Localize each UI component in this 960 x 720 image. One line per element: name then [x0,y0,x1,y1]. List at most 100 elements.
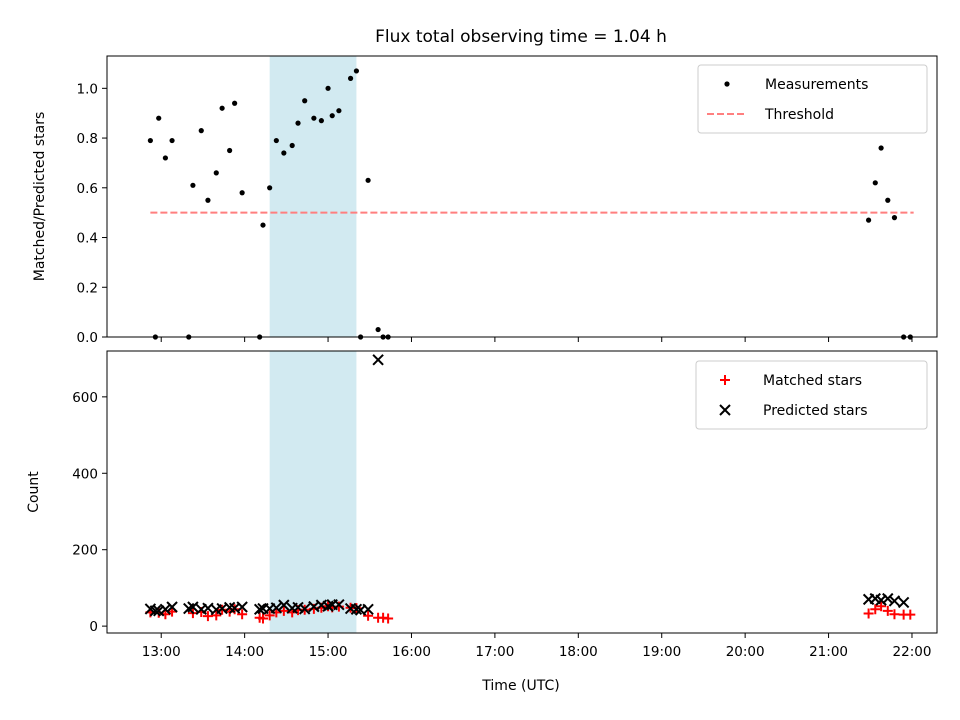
x-tick-label: 20:00 [726,644,765,660]
ratio-panel-frame [106,55,938,338]
measurements-point [162,155,168,161]
ratio-panel: 0.0 0.2 0.4 0.6 0.8 1.0 Matched/Predicted sta… [32,55,938,346]
matched-stars-point [333,601,344,612]
measurements-point [260,222,266,228]
matched-stars-point [889,609,900,620]
matched-stars-point [202,611,213,622]
measurements-point [891,215,898,221]
predicted-stars-point [875,594,887,606]
predicted-stars-point [149,605,162,617]
ratio-panel-legend: Measurements Threshold [697,64,928,134]
x-axis-label: Time (UTC) [481,678,559,694]
x-tick-label: 16:00 [392,644,431,660]
predicted-stars-point [362,603,374,616]
measurements-point [302,98,308,104]
measurements-point [219,105,225,111]
matched-stars-point [882,605,893,616]
measurements-point [267,185,273,191]
matched-stars-point [257,613,268,624]
legend-threshold-label: Threshold [764,107,834,123]
measurements-point [375,326,381,333]
measurements-point [353,68,360,74]
measurements-point [239,190,245,196]
predicted-stars-point [153,605,165,617]
legend-measurements-label: Measurements [765,77,868,93]
measurements-point [325,85,331,91]
measurements-point [156,115,162,121]
count-y-tick-label: 0 [89,619,98,635]
predicted-stars-point [298,603,311,615]
measurements-point [213,170,219,176]
legend-measurements-swatch [724,81,730,87]
measurements-point [169,137,175,144]
measurements-point [295,120,301,126]
matched-stars-point [870,604,881,615]
count-y-tick-label: 600 [72,390,98,406]
x-tick-label: 17:00 [475,644,514,660]
matched-stars-point [905,609,916,620]
ratio-panel-ticks: 0.0 0.2 0.4 0.6 0.8 1.0 [77,81,913,346]
measurements-point [872,180,878,186]
predicted-stars-point [253,603,266,616]
measurements-point [336,108,342,114]
matched-stars-point [211,610,222,621]
ratio-y-tick-label: 0.6 [77,181,98,197]
legend-matched-stars-swatch [720,375,730,385]
predicted-stars-point [270,602,283,614]
x-tick-label: 13:00 [142,644,181,660]
measurements-point [205,197,211,203]
ratio-y-tick-label: 0.8 [77,131,98,147]
measurements-point [273,137,279,144]
measurements-point [878,145,884,151]
measurements-point [227,147,233,154]
measurements-point [232,100,238,106]
measurements-point [318,118,324,124]
matched-stars-point [876,601,887,612]
predicted-stars-point [278,599,290,611]
measurements-point [865,217,872,223]
x-tick-label: 15:00 [309,644,348,660]
count-panel: 0 200 400 600 13:00 14:00 15:00 16:00 17:00 18:00… [26,350,938,660]
count-panel-marks [144,354,916,624]
count-panel-legend: Matched stars Predicted stars [695,360,928,430]
matched-stars-point [863,608,874,619]
count-legend-box [695,360,928,430]
x-tick-label: 18:00 [559,644,598,660]
ratio-panel-highlight-span [269,56,357,337]
x-tick-label: 14:00 [225,644,264,660]
matched-stars-point [363,610,374,621]
measurements-point [885,197,891,203]
predicted-stars-point [888,595,901,607]
predicted-stars-point [333,599,345,611]
measurements-point [289,142,295,149]
count-panel-ticks: 0 200 400 600 13:00 14:00 15:00 16:00 17:00 18:00… [72,390,931,660]
predicted-stars-point [166,601,178,613]
measurements-point [365,177,371,183]
ratio-y-tick-label: 1.0 [77,81,98,97]
measurements-point [347,75,354,81]
count-panel-highlight-span [269,351,357,633]
measurements-point [190,182,196,188]
predicted-stars-point [897,596,910,609]
measurements-point [198,128,204,134]
ratio-panel-ylabel: Matched/Predicted stars [32,112,48,282]
predicted-stars-point [159,603,172,616]
count-panel-ylabel: Count [26,471,42,513]
predicted-stars-point [187,601,199,613]
predicted-stars-point [350,603,363,616]
count-panel-frame [106,350,938,634]
ratio-y-tick-label: 0.4 [77,231,98,247]
x-tick-label: 19:00 [642,644,681,660]
matched-stars-point [264,610,275,621]
matched-stars-point [383,613,394,624]
measurements-point [281,150,287,156]
predicted-stars-point [372,354,384,366]
x-tick-label: 22:00 [893,644,932,660]
count-y-tick-label: 200 [72,543,98,559]
predicted-stars-point [882,592,894,605]
ratio-y-tick-label: 0.2 [77,280,98,296]
matched-stars-point [237,609,248,620]
x-tick-label: 21:00 [809,644,848,660]
predicted-stars-point [292,601,304,614]
